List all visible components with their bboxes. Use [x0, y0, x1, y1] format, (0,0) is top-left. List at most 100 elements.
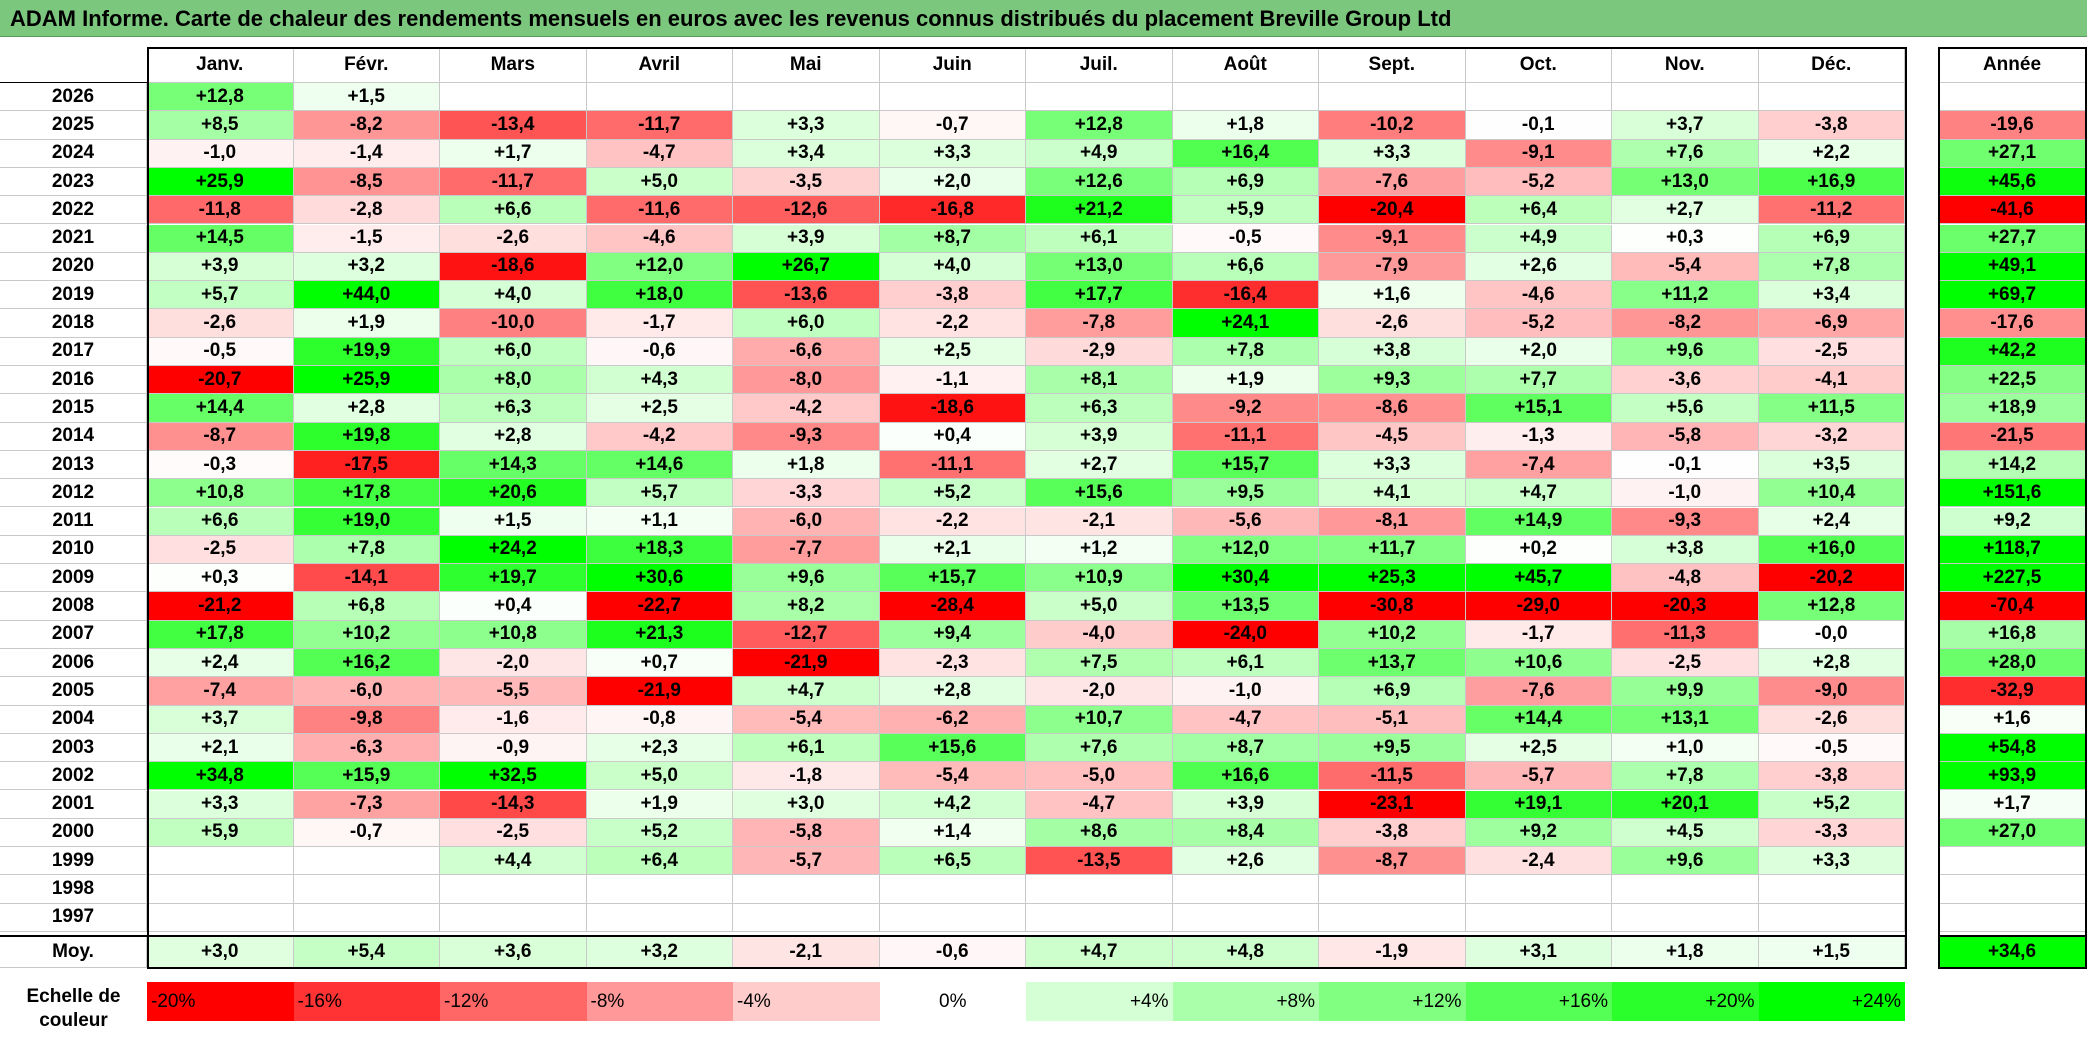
- heatmap-cell: -6,0: [733, 507, 880, 536]
- heatmap-cell: [879, 875, 1026, 904]
- year-label: 2021: [0, 224, 147, 253]
- heatmap-cell: +14,5: [147, 224, 294, 253]
- heatmap-cell: +6,3: [1026, 394, 1173, 423]
- year-label: 2026: [0, 83, 147, 112]
- annual-cell: +69,7: [1938, 281, 2087, 310]
- heatmap-cell: +10,6: [1465, 649, 1612, 678]
- heatmap-cell: [293, 875, 440, 904]
- heatmap-cell: +6,9: [1758, 224, 1905, 253]
- average-separator: [0, 935, 1905, 937]
- heatmap-cell: -5,4: [879, 762, 1026, 791]
- average-cell: -0,6: [879, 937, 1026, 968]
- heatmap-cell: +5,0: [1026, 592, 1173, 621]
- heatmap-cell: +9,4: [879, 620, 1026, 649]
- heatmap-cell: +0,3: [147, 564, 294, 593]
- heatmap-cell: -4,1: [1758, 366, 1905, 395]
- heatmap-cell: +5,6: [1612, 394, 1759, 423]
- heatmap-cell: +15,6: [1026, 479, 1173, 508]
- heatmap-cell: -2,0: [1026, 677, 1173, 706]
- heatmap-cell: -1,4: [293, 139, 440, 168]
- heatmap-cell: +19,1: [1465, 790, 1612, 819]
- heatmap-cell: +9,9: [1612, 677, 1759, 706]
- heatmap-cell: [1319, 903, 1466, 932]
- heatmap-cell: +6,6: [440, 196, 587, 225]
- heatmap-cell: +16,4: [1172, 139, 1319, 168]
- heatmap-cell: -3,8: [879, 281, 1026, 310]
- year-label: 2006: [0, 649, 147, 678]
- average-cell: +1,8: [1612, 937, 1759, 968]
- heatmap-cell: -7,6: [1319, 167, 1466, 197]
- heatmap-cell: +1,9: [586, 790, 733, 819]
- heatmap-cell: +14,9: [1465, 507, 1612, 536]
- heatmap-cell: +2,1: [147, 733, 294, 763]
- heatmap-cell: -0,5: [147, 337, 294, 366]
- year-label: 2013: [0, 450, 147, 480]
- heatmap-cell: +2,1: [879, 535, 1026, 565]
- year-label: 2025: [0, 111, 147, 140]
- heatmap-cell: -17,5: [293, 450, 440, 480]
- heatmap-cell: +1,6: [1319, 281, 1466, 310]
- heatmap-cell: +44,0: [293, 281, 440, 310]
- heatmap-cell: -2,5: [1758, 337, 1905, 366]
- heatmap-cell: +7,7: [1465, 366, 1612, 395]
- heatmap-cell: +3,0: [733, 790, 880, 819]
- heatmap-cell: -1,8: [733, 762, 880, 791]
- heatmap-cell: +1,5: [440, 507, 587, 536]
- heatmap-cell: -3,8: [1319, 818, 1466, 848]
- heatmap-cell: -21,2: [147, 592, 294, 621]
- heatmap-cell: -23,1: [1319, 790, 1466, 819]
- annual-cell: +28,0: [1938, 649, 2087, 678]
- heatmap-cell: +2,8: [1758, 649, 1905, 678]
- heatmap-cell: +6,4: [586, 847, 733, 876]
- average-cell: +1,5: [1758, 937, 1905, 968]
- heatmap-cell: -24,0: [1172, 620, 1319, 649]
- heatmap-cell: [879, 83, 1026, 112]
- heatmap-cell: [733, 83, 880, 112]
- annual-cell: +227,5: [1938, 564, 2087, 593]
- heatmap-cell: +3,8: [1319, 337, 1466, 366]
- heatmap-cell: [147, 847, 294, 876]
- heatmap-cell: [1758, 903, 1905, 932]
- heatmap-cell: +4,0: [440, 281, 587, 310]
- color-scale-step: +8%: [1172, 982, 1319, 1021]
- heatmap-cell: +18,3: [586, 535, 733, 565]
- heatmap-cell: -9,0: [1758, 677, 1905, 706]
- heatmap-cell: -8,7: [1319, 847, 1466, 876]
- year-label: 2007: [0, 620, 147, 649]
- heatmap-cell: +10,8: [147, 479, 294, 508]
- heatmap-cell: +17,8: [293, 479, 440, 508]
- year-label: 2020: [0, 252, 147, 282]
- heatmap-cell: -22,7: [586, 592, 733, 621]
- heatmap-cell: -8,6: [1319, 394, 1466, 423]
- month-header: Avril: [586, 47, 733, 83]
- heatmap-cell: +15,9: [293, 762, 440, 791]
- heatmap-cell: -5,2: [1465, 167, 1612, 197]
- heatmap-cell: +25,3: [1319, 564, 1466, 593]
- annual-header: Année: [1938, 47, 2087, 83]
- heatmap-cell: +19,9: [293, 337, 440, 366]
- heatmap-cell: -11,7: [440, 167, 587, 197]
- color-scale-step: -16%: [293, 982, 440, 1021]
- year-label: 2019: [0, 281, 147, 310]
- heatmap-cell: -3,5: [733, 167, 880, 197]
- heatmap-cell: +9,5: [1172, 479, 1319, 508]
- heatmap-cell: +24,1: [1172, 309, 1319, 338]
- color-scale-step: +24%: [1758, 982, 1905, 1021]
- heatmap-cell: [1026, 875, 1173, 904]
- average-cell: -1,9: [1319, 937, 1466, 968]
- heatmap-cell: +4,4: [440, 847, 587, 876]
- year-label: 2024: [0, 139, 147, 168]
- heatmap-cell: +2,8: [440, 422, 587, 451]
- heatmap-cell: -5,7: [733, 847, 880, 876]
- year-label: 1998: [0, 875, 147, 904]
- heatmap-cell: +12,8: [1026, 111, 1173, 140]
- heatmap-cell: -2,6: [147, 309, 294, 338]
- heatmap-cell: -1,1: [879, 366, 1026, 395]
- heatmap-cell: -0,3: [147, 450, 294, 480]
- heatmap-cell: -13,5: [1026, 847, 1173, 876]
- heatmap-cell: +5,7: [586, 479, 733, 508]
- heatmap-cell: -5,6: [1172, 507, 1319, 536]
- heatmap-cell: -4,2: [733, 394, 880, 423]
- month-header: Sept.: [1319, 47, 1466, 83]
- heatmap-cell: +15,1: [1465, 394, 1612, 423]
